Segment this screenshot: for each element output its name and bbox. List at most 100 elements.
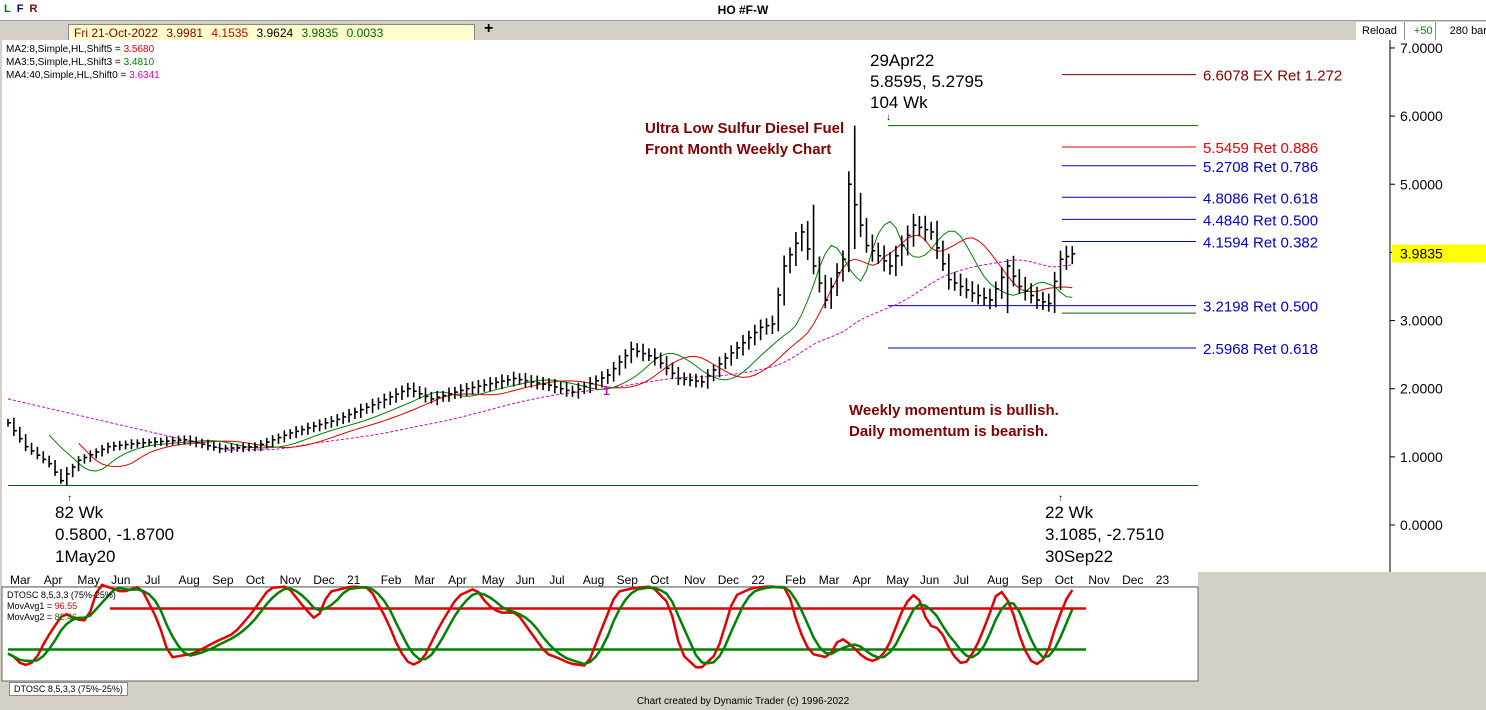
- r-button[interactable]: R: [29, 3, 38, 15]
- last-price-label: 3.9835: [1400, 246, 1443, 262]
- x-tick-label: Oct: [650, 573, 669, 587]
- y-tick-label: 6.0000: [1400, 108, 1443, 124]
- x-tick-label: Jun: [111, 573, 130, 587]
- x-tick-label: Apr: [853, 573, 872, 587]
- x-tick-label: Jun: [516, 573, 535, 587]
- add-button[interactable]: +: [484, 20, 494, 37]
- low2-arrow: ↑: [1058, 493, 1063, 504]
- momentum-note-2: Daily momentum is bearish.: [849, 423, 1048, 440]
- toolbar-separator: [1435, 22, 1436, 40]
- y-tick-label: 2.0000: [1400, 381, 1443, 397]
- x-tick-label: Sep: [212, 573, 234, 587]
- x-tick-label: Jul: [954, 573, 969, 587]
- bars-increment[interactable]: +50: [1413, 25, 1433, 37]
- low1-label-values: 0.5800, -1.8700: [55, 525, 174, 544]
- y-tick-label: 5.0000: [1400, 176, 1443, 192]
- retracement-label: 4.1594 Ret 0.382: [1203, 235, 1318, 252]
- osc-legend-ma2: MovAvg2 = 82.46: [7, 612, 77, 622]
- low2-label-date: 30Sep22: [1045, 547, 1113, 566]
- chart-title: HO #F-W: [717, 3, 769, 17]
- y-axis-panel: [1390, 40, 1486, 572]
- low1-arrow: ↑: [67, 493, 72, 504]
- x-tick-label: Jul: [145, 573, 160, 587]
- retracement-label: 5.2708 Ret 0.786: [1203, 159, 1318, 176]
- high-label-values: 5.8595, 5.2795: [870, 72, 983, 91]
- x-tick-label: 22: [751, 573, 765, 587]
- chart-footer: Chart created by Dynamic Trader (c) 1996…: [636, 696, 850, 707]
- chart-annotation-title-1: Ultra Low Sulfur Diesel Fuel: [645, 120, 844, 137]
- info-close: 3.9835: [301, 26, 339, 40]
- x-tick-label: Feb: [785, 573, 806, 587]
- x-tick-label: Oct: [246, 573, 265, 587]
- x-tick-label: Mar: [10, 573, 31, 587]
- x-tick-label: Nov: [280, 573, 301, 587]
- low1-label-date: 1May20: [55, 547, 115, 566]
- high-label-weeks: 104 Wk: [870, 93, 928, 112]
- chart-annotation-title-2: Front Month Weekly Chart: [645, 141, 831, 158]
- x-tick-label: Jul: [549, 573, 564, 587]
- x-tick-label: Mar: [414, 573, 435, 587]
- low2-label-values: 3.1085, -2.7510: [1045, 525, 1164, 544]
- marker-1: 1: [603, 384, 610, 398]
- x-tick-label: Aug: [179, 573, 200, 587]
- reload-button[interactable]: Reload: [1362, 25, 1397, 37]
- high-label-date: 29Apr22: [870, 51, 934, 70]
- osc-legend-ma1: MovAvg1 = 96.55: [7, 601, 77, 611]
- low2-label-weeks: 22 Wk: [1045, 503, 1094, 522]
- y-tick-label: 7.0000: [1400, 40, 1443, 56]
- osc-movavg1-line: [7, 583, 1074, 669]
- info-open: 3.9981: [166, 26, 204, 40]
- osc-legend-title: DTOSC 8,5,3,3 (75%-25%): [7, 590, 116, 600]
- momentum-note-1: Weekly momentum is bullish.: [849, 402, 1059, 419]
- x-tick-label: Nov: [684, 573, 705, 587]
- x-tick-label: May: [77, 573, 100, 587]
- y-tick-label: 1.0000: [1400, 449, 1443, 465]
- x-tick-label: Aug: [583, 573, 604, 587]
- x-tick-label: Sep: [1021, 573, 1043, 587]
- x-tick-label: Sep: [617, 573, 639, 587]
- info-low: 3.9624: [256, 26, 294, 40]
- toolbar-separator: [1404, 22, 1405, 40]
- x-tick-label: Nov: [1088, 573, 1109, 587]
- x-tick-label: 21: [347, 573, 361, 587]
- x-tick-label: Apr: [448, 573, 467, 587]
- x-tick-label: May: [886, 573, 909, 587]
- osc-movavg2-line: [7, 585, 1074, 666]
- x-tick-label: Jun: [920, 573, 939, 587]
- f-button[interactable]: F: [16, 3, 24, 15]
- ma4-label: MA4:40,Simple,HL,Shift0 = 3.6341: [6, 70, 160, 81]
- last-price-box: [1392, 244, 1486, 263]
- bars-count: 280 bars: [1449, 25, 1486, 37]
- y-tick-label: 3.0000: [1400, 313, 1443, 329]
- x-tick-label: Feb: [381, 573, 402, 587]
- info-high: 4.1535: [211, 26, 249, 40]
- info-change: 0.0033: [346, 26, 384, 40]
- oscillator-tab[interactable]: DTOSC 8,5,3,3 (75%-25%): [9, 682, 128, 696]
- x-tick-label: Mar: [819, 573, 840, 587]
- x-tick-label: Dec: [718, 573, 739, 587]
- ma2-label: MA2:8,Simple,HL,Shift5 = 3.5680: [6, 44, 155, 55]
- info-date: Fri 21-Oct-2022: [74, 26, 159, 40]
- ma2-line: [78, 234, 1073, 468]
- retracement-label: 2.5968 Ret 0.618: [1203, 341, 1318, 358]
- retracement-label: 4.4840 Ret 0.500: [1203, 212, 1318, 229]
- x-tick-label: May: [482, 573, 505, 587]
- toolbar-right: Reload +50 280 bars: [1356, 22, 1486, 40]
- x-tick-label: Apr: [44, 573, 63, 587]
- low1-label-weeks: 82 Wk: [55, 503, 104, 522]
- l-button[interactable]: L: [4, 3, 11, 15]
- high-arrow: ↓: [886, 112, 891, 123]
- x-tick-label: 23: [1156, 573, 1170, 587]
- x-axis-panel: [2, 572, 1198, 586]
- x-tick-label: Dec: [1122, 573, 1143, 587]
- x-tick-label: Aug: [987, 573, 1008, 587]
- y-tick-label: 0.0000: [1400, 517, 1443, 533]
- retracement-label: 4.8086 Ret 0.618: [1203, 190, 1318, 207]
- x-tick-label: Oct: [1055, 573, 1074, 587]
- retracement-label: 5.5459 Ret 0.886: [1203, 140, 1318, 157]
- ohlc-info-box: Fri 21-Oct-2022 3.9981 4.1535 3.9624 3.9…: [68, 24, 475, 42]
- x-tick-label: Dec: [313, 573, 334, 587]
